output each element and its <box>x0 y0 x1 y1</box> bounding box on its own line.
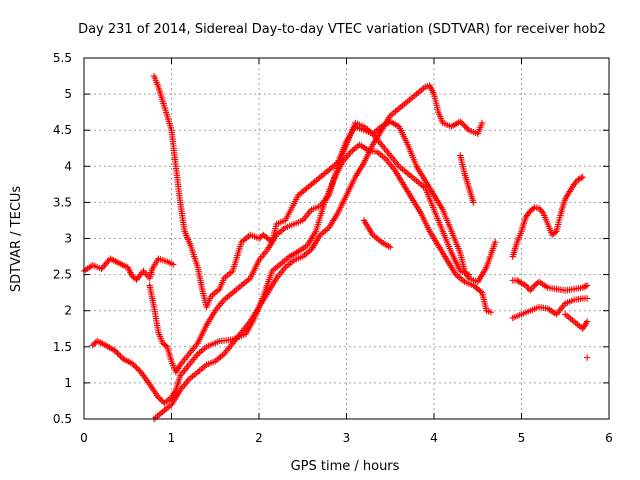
series-track-12 <box>583 354 591 361</box>
data-point <box>477 288 484 295</box>
data-point <box>478 119 486 127</box>
x-axis-label: GPS time / hours <box>291 459 400 474</box>
data-point <box>583 282 591 289</box>
data-point <box>529 205 537 212</box>
data-series <box>80 72 591 423</box>
data-point <box>111 347 118 354</box>
chart-title: Day 231 of 2014, Sidereal Day-to-day VTE… <box>78 22 606 37</box>
series-track-9 <box>509 277 591 294</box>
data-point <box>582 282 589 290</box>
data-point <box>583 354 591 361</box>
data-point <box>99 263 107 271</box>
data-point <box>576 175 584 182</box>
data-point <box>158 397 165 404</box>
series-track-11 <box>562 311 591 332</box>
data-point <box>583 318 591 325</box>
data-point <box>128 360 136 367</box>
data-point <box>387 243 394 251</box>
x-tick-label: 3 <box>343 431 351 445</box>
axis-ticks: 0 1 2 3 4 5 6 0.5 1 1.5 2 2.5 3 3.5 4 4.5 5 5.5 <box>53 51 613 445</box>
y-tick-label: 3 <box>64 232 72 246</box>
data-point <box>465 271 473 278</box>
y-tick-label: 5.5 <box>53 51 72 65</box>
y-tick-label: 4 <box>64 159 72 173</box>
y-tick-label: 2 <box>64 304 72 318</box>
data-point <box>487 308 495 316</box>
data-point <box>459 121 467 128</box>
data-point <box>527 287 534 294</box>
series-track-8 <box>509 173 586 260</box>
y-tick-label: 1 <box>64 376 72 390</box>
data-point <box>578 174 585 182</box>
data-point <box>528 285 535 292</box>
series-track-6 <box>360 217 394 251</box>
x-tick-label: 4 <box>430 431 438 445</box>
data-point <box>519 280 527 288</box>
data-point <box>583 295 591 302</box>
series-track-1 <box>80 255 177 283</box>
data-point <box>457 118 464 125</box>
data-point <box>492 238 499 246</box>
data-point <box>170 261 177 268</box>
data-point <box>134 365 142 373</box>
data-point <box>551 229 559 236</box>
data-point <box>579 173 586 181</box>
x-tick-label: 5 <box>518 431 526 445</box>
y-tick-label: 3.5 <box>53 195 72 209</box>
series-track-5 <box>150 82 486 423</box>
data-point <box>162 342 169 349</box>
y-tick-label: 4.5 <box>53 123 72 137</box>
data-point <box>112 348 120 356</box>
data-point <box>464 125 471 132</box>
data-point <box>461 122 468 130</box>
y-axis-label: SDTVAR / TECUs <box>9 186 24 293</box>
x-tick-label: 0 <box>80 431 88 445</box>
data-point <box>581 283 588 291</box>
series-track-10 <box>509 295 591 322</box>
data-point <box>102 260 110 267</box>
x-tick-label: 6 <box>605 431 613 445</box>
series-track-7 <box>457 152 477 206</box>
x-tick-label: 2 <box>255 431 263 445</box>
data-point <box>131 363 139 370</box>
grid-lines <box>84 58 609 419</box>
data-point <box>579 284 586 291</box>
y-tick-label: 5 <box>64 87 72 101</box>
data-point <box>89 342 96 349</box>
data-point <box>529 283 537 291</box>
data-point <box>130 361 137 369</box>
data-point <box>117 352 124 360</box>
data-point <box>118 354 126 361</box>
y-tick-label: 1.5 <box>53 340 72 354</box>
data-point <box>470 199 477 206</box>
series-track-4 <box>146 119 473 376</box>
data-point <box>156 395 164 402</box>
data-point <box>518 280 525 287</box>
data-point <box>91 340 98 348</box>
data-point <box>458 119 465 127</box>
y-tick-label: 0.5 <box>53 412 72 426</box>
data-point <box>575 176 582 183</box>
y-tick-label: 2.5 <box>53 268 72 282</box>
data-point <box>136 367 143 374</box>
data-point <box>115 351 123 358</box>
data-point <box>133 364 140 371</box>
data-point <box>462 124 470 131</box>
data-point <box>114 350 121 357</box>
data-point <box>155 394 162 401</box>
x-tick-label: 1 <box>168 431 176 445</box>
